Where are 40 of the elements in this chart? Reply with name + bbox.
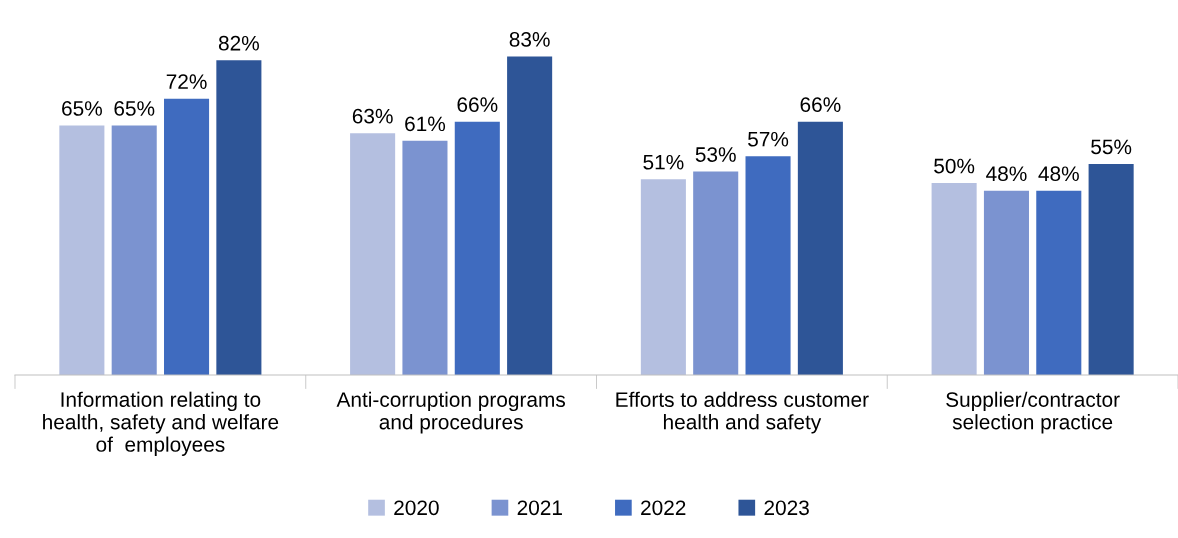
bar: [693, 171, 739, 375]
legend-label: 2021: [517, 500, 562, 516]
legend-label: 2020: [394, 500, 439, 516]
bar: [1088, 163, 1134, 375]
data-label: 63%: [352, 108, 393, 124]
data-label: 50%: [934, 158, 975, 174]
legend-label: 2023: [764, 500, 809, 516]
bar: [402, 140, 448, 375]
bar: [59, 125, 105, 375]
bar: [350, 133, 396, 375]
bar: [111, 125, 157, 375]
x-tick-label: Information relating to health, safety and welfare of employees: [43, 391, 279, 456]
x-tick-label: Anti-corruption programs and procedures: [336, 391, 566, 434]
data-label: 61%: [405, 116, 446, 132]
data-label: 65%: [62, 101, 102, 116]
data-label: 48%: [1038, 166, 1079, 182]
data-label: 66%: [800, 97, 841, 112]
x-tick-label: Efforts to address customer health and safety: [616, 391, 869, 434]
data-label: 83%: [509, 31, 550, 47]
bar: [640, 179, 686, 375]
data-label: 55%: [1091, 139, 1132, 155]
bar: [797, 121, 843, 375]
legend-label: 2022: [641, 500, 686, 516]
bar: [216, 60, 262, 375]
bar: [931, 183, 977, 375]
data-label: 82%: [218, 35, 259, 51]
data-label: 57%: [748, 131, 789, 147]
x-tick-label: Supplier/contractor selection practice: [946, 391, 1120, 434]
bar: [454, 121, 500, 375]
data-label: 72%: [166, 74, 207, 89]
data-label: 65%: [114, 101, 155, 116]
data-label: 53%: [695, 147, 736, 162]
bar: [983, 190, 1029, 375]
bar: [507, 56, 553, 375]
bar: [745, 156, 791, 375]
bar: [164, 98, 210, 375]
data-label: 51%: [643, 154, 684, 170]
data-label: 48%: [986, 166, 1027, 182]
bar: [1036, 190, 1082, 375]
data-label: 66%: [457, 97, 498, 112]
